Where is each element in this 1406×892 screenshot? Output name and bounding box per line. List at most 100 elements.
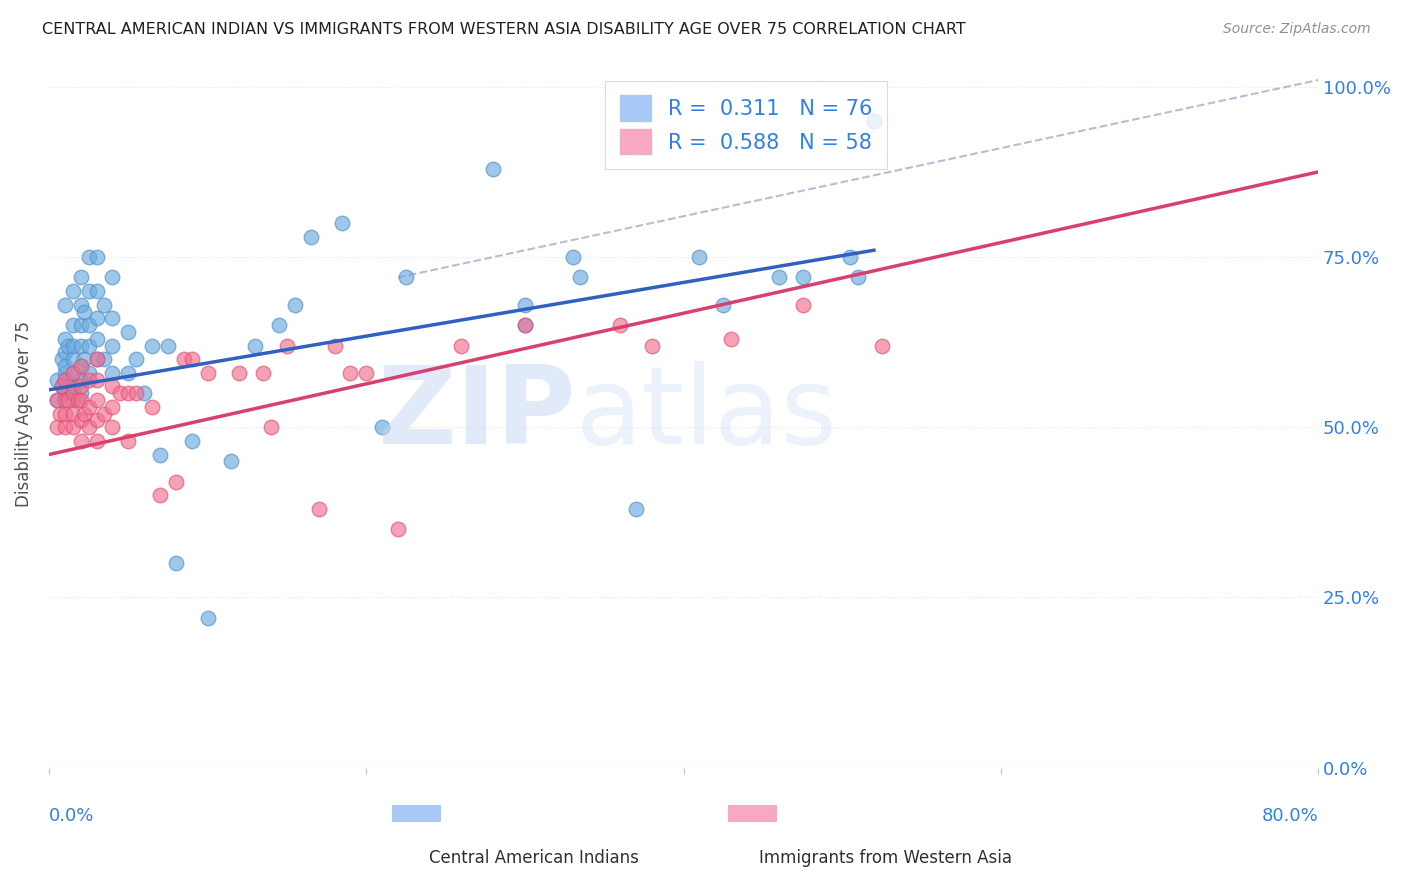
Text: ZIP: ZIP xyxy=(377,360,575,467)
Point xyxy=(110,386,132,401)
Point xyxy=(62,366,84,380)
Point xyxy=(77,366,100,380)
Point xyxy=(53,359,76,373)
Point xyxy=(125,352,148,367)
Point xyxy=(141,400,163,414)
Point xyxy=(62,407,84,421)
Point xyxy=(371,420,394,434)
Point xyxy=(77,420,100,434)
Point xyxy=(267,318,290,333)
Point xyxy=(792,270,814,285)
Point xyxy=(86,413,108,427)
Point xyxy=(863,114,886,128)
Point xyxy=(51,379,73,393)
Point xyxy=(86,332,108,346)
Point xyxy=(839,250,862,264)
Text: 80.0%: 80.0% xyxy=(1261,806,1319,824)
Point xyxy=(792,298,814,312)
Point xyxy=(69,373,91,387)
Point xyxy=(69,392,91,407)
Point xyxy=(77,338,100,352)
Point xyxy=(260,420,283,434)
Point xyxy=(93,298,115,312)
Point xyxy=(93,352,115,367)
Point xyxy=(53,373,76,387)
Point xyxy=(53,298,76,312)
Point xyxy=(134,386,156,401)
Point xyxy=(252,366,274,380)
Point xyxy=(69,298,91,312)
Point xyxy=(77,373,100,387)
Legend: R =  0.311   N = 76, R =  0.588   N = 58: R = 0.311 N = 76, R = 0.588 N = 58 xyxy=(605,80,887,169)
Point xyxy=(197,366,219,380)
Point xyxy=(711,298,734,312)
Point xyxy=(69,413,91,427)
Point xyxy=(86,434,108,448)
Point xyxy=(482,161,505,176)
Point xyxy=(69,270,91,285)
Point xyxy=(846,270,869,285)
Point xyxy=(53,407,76,421)
Point xyxy=(688,250,710,264)
Y-axis label: Disability Age Over 75: Disability Age Over 75 xyxy=(15,320,32,507)
Point xyxy=(299,229,322,244)
Point xyxy=(609,318,631,333)
Point xyxy=(101,366,124,380)
Text: Central American Indians: Central American Indians xyxy=(429,849,640,867)
Point xyxy=(149,448,172,462)
Text: atlas: atlas xyxy=(575,360,838,467)
Point xyxy=(165,475,187,489)
Point xyxy=(245,338,267,352)
Point xyxy=(69,359,91,373)
Point xyxy=(101,270,124,285)
Point xyxy=(66,392,89,407)
Point xyxy=(62,352,84,367)
Point xyxy=(53,392,76,407)
Point xyxy=(513,298,536,312)
Point xyxy=(356,366,378,380)
Point xyxy=(56,392,79,407)
Point xyxy=(720,332,742,346)
Point xyxy=(117,366,139,380)
Point xyxy=(69,318,91,333)
Point xyxy=(197,611,219,625)
Point xyxy=(93,407,115,421)
Point xyxy=(561,250,583,264)
Point xyxy=(173,352,195,367)
Point xyxy=(69,379,91,393)
Point xyxy=(180,434,202,448)
Point xyxy=(117,386,139,401)
Point xyxy=(513,318,536,333)
Point xyxy=(73,407,96,421)
Point xyxy=(62,379,84,393)
Point xyxy=(768,270,790,285)
Point xyxy=(86,250,108,264)
Point xyxy=(53,373,76,387)
Point xyxy=(62,420,84,434)
Point xyxy=(228,366,250,380)
Point xyxy=(53,332,76,346)
Point xyxy=(77,284,100,298)
Point xyxy=(86,392,108,407)
Point xyxy=(332,216,354,230)
Point xyxy=(86,373,108,387)
Point xyxy=(117,434,139,448)
Point xyxy=(53,420,76,434)
Point xyxy=(149,488,172,502)
Point xyxy=(86,311,108,326)
Point xyxy=(569,270,592,285)
Point xyxy=(165,557,187,571)
Point xyxy=(141,338,163,352)
Point xyxy=(395,270,418,285)
Point xyxy=(276,338,298,352)
Point xyxy=(86,352,108,367)
Point xyxy=(69,434,91,448)
Point xyxy=(101,338,124,352)
Point xyxy=(69,338,91,352)
Point xyxy=(86,284,108,298)
Text: CENTRAL AMERICAN INDIAN VS IMMIGRANTS FROM WESTERN ASIA DISABILITY AGE OVER 75 C: CENTRAL AMERICAN INDIAN VS IMMIGRANTS FR… xyxy=(42,22,966,37)
Point xyxy=(513,318,536,333)
Point xyxy=(62,386,84,401)
Point xyxy=(77,318,100,333)
Point xyxy=(62,284,84,298)
